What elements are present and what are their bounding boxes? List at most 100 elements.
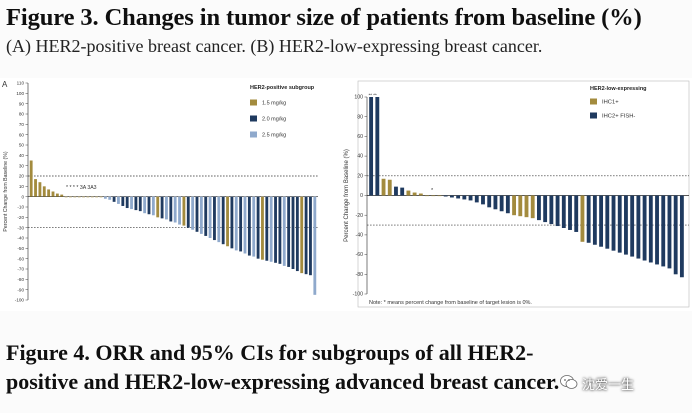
bar [208,196,212,238]
bar [493,195,498,210]
bar [60,194,64,197]
bar [38,182,42,197]
bar [599,195,604,247]
legend-label: 2.0 mg/kg [262,117,286,123]
bar [213,196,216,241]
watermark-text: 沈爱一生 [582,378,635,393]
bar [561,195,566,229]
bar [406,190,411,196]
bar [95,196,99,198]
figure-4-title-line-1: Figure 4. ORR and 95% CIs for subgroups … [6,340,534,365]
y-tick-label: 80 [19,112,25,117]
wechat-icon [560,375,578,389]
y-tick-label: -80 [17,277,24,282]
bar [239,196,243,252]
bar [375,97,380,196]
bar [512,195,516,216]
bar [418,193,423,196]
bar [605,195,610,249]
bar [592,195,597,245]
legend-swatch [250,131,257,138]
bar [269,196,273,262]
y-tick-label: -60 [17,256,24,261]
panel-a-label: A [2,80,8,89]
bar [186,196,190,228]
bar [117,196,120,204]
legend-swatch [590,112,597,119]
y-tick-label: 90 [19,101,25,106]
bar [287,196,291,267]
bar [611,195,616,251]
bar [86,196,90,198]
bar [449,195,454,198]
bar [443,195,448,197]
bar [400,187,405,196]
legend-swatch [590,98,597,105]
bar [636,195,641,259]
bar [256,196,260,259]
legend-label: IHC2+ FISH- [602,114,635,120]
bar [295,196,299,272]
y-tick-label: 70 [19,122,25,127]
y-tick-label: -50 [17,246,24,251]
y-tick-label: 30 [19,163,25,168]
bar-annotation: * [431,188,434,194]
bar [134,196,138,211]
y-tick-label: -100 [15,298,25,303]
bar [204,196,208,236]
bar [34,179,37,197]
bar [103,196,107,199]
y-tick-label: 60 [19,132,25,137]
bar [112,196,116,202]
bar-annotation: * * * * 3A 3A3 [66,185,97,191]
bar [549,195,554,225]
bar [69,196,72,198]
bar [309,196,312,276]
bar [82,196,85,198]
bar [243,196,247,254]
y-tick-label: -10 [17,205,24,210]
y-tick-label: 60 [357,134,363,140]
bar [99,196,103,198]
bar [64,196,68,198]
bar [121,196,125,206]
bar [278,196,282,264]
waterfall-chart-her2-low: 100 80 60 40 20 0 -20 -40 -60 -80 -100 Percent Chan… [344,80,690,308]
bar [624,195,628,255]
bar [394,186,398,196]
y-tick-label: -20 [17,215,24,220]
bar [199,196,203,234]
panel-b: 100 80 60 40 20 0 -20 -40 -60 -80 -100 Percent Chan… [340,78,692,311]
bar [191,196,195,230]
bar [182,196,186,226]
bar [437,195,442,197]
bar [499,195,504,212]
y-tick-label: 0 [360,193,363,199]
y-tick-label: -100 [353,292,363,298]
bar [481,195,485,205]
bar [265,196,269,261]
bar [568,195,572,230]
bar [642,195,647,261]
bar [291,196,295,269]
chart-frame [357,80,690,308]
bar [73,196,77,198]
waterfall-chart-her2-positive: 1101009080706050403020100-10-20-30-40-50… [3,81,318,303]
bar [304,196,308,275]
y-tick-label: -80 [356,272,364,278]
bar [261,196,264,260]
bar [143,196,147,214]
bar-top-marks: ** ** [369,93,378,98]
y-tick-label: 20 [19,174,25,179]
legend-label: 1.5 mg/kg [262,101,286,107]
bar [247,196,251,256]
bar [630,195,635,257]
bar [217,196,221,243]
figure-4-title-line-2: positive and HER2-low-expressing advance… [6,369,560,394]
bar [147,196,151,215]
bar [431,195,436,197]
bar [468,195,473,201]
bar [42,186,46,197]
legend-label: IHC1+ [602,100,619,106]
bar [673,195,678,275]
